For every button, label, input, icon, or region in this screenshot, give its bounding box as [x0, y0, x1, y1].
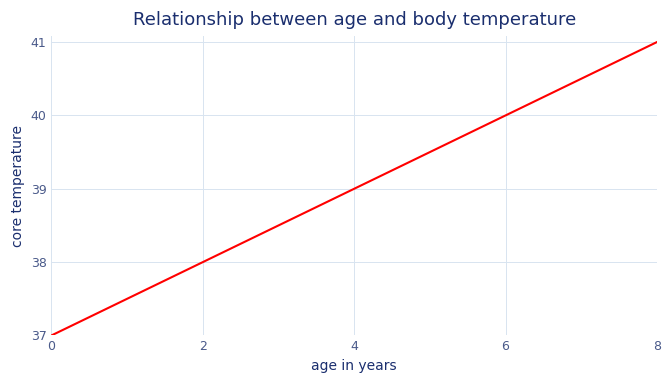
Title: Relationship between age and body temperature: Relationship between age and body temper… [132, 11, 576, 29]
Y-axis label: core temperature: core temperature [11, 125, 25, 247]
X-axis label: age in years: age in years [311, 359, 397, 373]
